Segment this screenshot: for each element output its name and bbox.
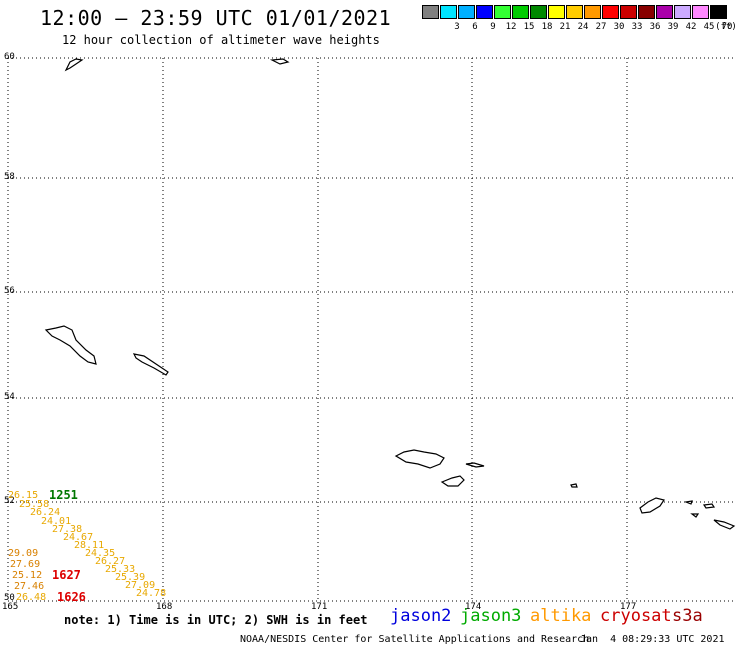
pass-time-label: 1627 [52, 568, 81, 582]
color-swatch-label: 27 [595, 22, 607, 32]
color-swatch-label: 6 [472, 22, 478, 32]
coastline-bering-island [44, 325, 97, 365]
coastline-attu-island [394, 449, 445, 469]
color-swatch-label: 70 [721, 22, 733, 32]
color-swatch [512, 5, 529, 19]
wave-value: 24.67 [63, 532, 94, 543]
legend-cryosat: cryosat [600, 606, 672, 626]
color-swatch [476, 5, 493, 19]
wave-value: 24.78 [136, 588, 167, 599]
lat-label-58: 58 [4, 172, 15, 182]
wave-value: 25.39 [115, 572, 146, 583]
color-swatch-label: 42 [685, 22, 697, 32]
color-swatch-label: 39 [667, 22, 679, 32]
color-swatch [422, 5, 439, 19]
color-swatch [584, 5, 601, 19]
color-swatch [458, 5, 475, 19]
coastline-buldir-island [570, 483, 578, 488]
color-swatch [530, 5, 547, 19]
color-swatch [440, 5, 457, 19]
color-swatch-label: 21 [559, 22, 571, 32]
wave-value: 27.09 [125, 580, 156, 591]
wave-value: 27.38 [52, 524, 83, 535]
legend-jason3: jason3 [460, 606, 522, 626]
footer-credit: NOAA/NESDIS Center for Satellite Applica… [240, 634, 590, 645]
lat-label-56: 56 [4, 286, 15, 296]
coastline-rat-islands-b [702, 503, 716, 509]
coastline-small-north [269, 58, 290, 65]
coastline-medny-island [132, 353, 169, 376]
pass-time-label: 1251 [49, 488, 78, 502]
wave-value: 25.58 [19, 499, 50, 510]
color-swatch [710, 5, 727, 19]
lon-label-165: 165 [2, 602, 19, 612]
color-swatch [548, 5, 565, 19]
map-subtitle: 12 hour collection of altimeter wave hei… [62, 33, 380, 47]
color-swatch-label: 15 [523, 22, 535, 32]
altimeter-map [7, 57, 736, 602]
wave-value: 27.69 [10, 559, 41, 570]
color-swatch-label: 36 [649, 22, 661, 32]
color-swatch [566, 5, 583, 19]
wave-value: 28.11 [74, 540, 105, 551]
color-scale-legend: 3 6 9 12 15 18 21 24 27 30 33 36 39 42 45 70 (ft) [422, 5, 737, 35]
color-swatch [692, 5, 709, 19]
footer-note: note: 1) Time is in UTC; 2) SWH is in fe… [64, 613, 368, 627]
coastline-rat-islands-c [690, 513, 700, 518]
lon-label-168: 168 [156, 602, 173, 612]
wave-value: 25.12 [12, 570, 43, 581]
wave-value: 25.33 [105, 564, 136, 575]
pass-time-label: 1626 [57, 590, 86, 604]
coastlines [44, 58, 736, 530]
wave-value: 26.15 [8, 490, 39, 501]
color-swatch-label: 18 [541, 22, 553, 32]
footer-timestamp: Jan 4 08:29:33 UTC 2021 [580, 634, 725, 645]
lat-label-54: 54 [4, 392, 15, 402]
color-swatch-label: 9 [490, 22, 496, 32]
color-swatch [620, 5, 637, 19]
color-swatch [494, 5, 511, 19]
map-title: 12:00 – 23:59 UTC 01/01/2021 [40, 6, 392, 30]
wave-value: 27.46 [14, 581, 45, 592]
color-swatch [638, 5, 655, 19]
wave-value: 26.48 [16, 592, 47, 603]
lon-label-177: 177 [620, 602, 637, 612]
lat-label-52: 52 [4, 496, 15, 506]
color-swatch-label: 30 [613, 22, 625, 32]
coastline-kiska-island [639, 497, 665, 514]
color-scale-unit: (ft) [715, 22, 737, 32]
lon-label-174: 174 [465, 602, 482, 612]
color-swatch-label: 12 [505, 22, 517, 32]
coastline-kamchatka-north [64, 58, 84, 72]
lat-label-50: 50 [4, 593, 15, 603]
color-swatch-label: 3 [454, 22, 460, 32]
wave-value: 24.35 [85, 548, 116, 559]
color-swatch-label: 45 [703, 22, 715, 32]
lat-label-60: 60 [4, 52, 15, 62]
color-swatch [602, 5, 619, 19]
coastline-amchitka-island [713, 519, 736, 530]
map-grid [7, 57, 735, 602]
wave-value: 26.27 [95, 556, 126, 567]
legend-jason2: jason2 [390, 606, 452, 626]
coastline-rat-islands-a [683, 500, 693, 505]
coastline-semichi-islands [465, 462, 485, 468]
coastline-agattu-island [440, 475, 465, 487]
legend-altika: altika [530, 606, 592, 626]
lon-label-171: 171 [311, 602, 328, 612]
wave-value: 29.09 [8, 548, 39, 559]
wave-value: 24.01 [41, 516, 72, 527]
legend-s3a: s3a [672, 606, 703, 626]
color-swatch [656, 5, 673, 19]
color-swatch-label: 24 [577, 22, 589, 32]
wave-value: 26.24 [30, 507, 61, 518]
color-swatch [674, 5, 691, 19]
color-swatch-label: 33 [631, 22, 643, 32]
